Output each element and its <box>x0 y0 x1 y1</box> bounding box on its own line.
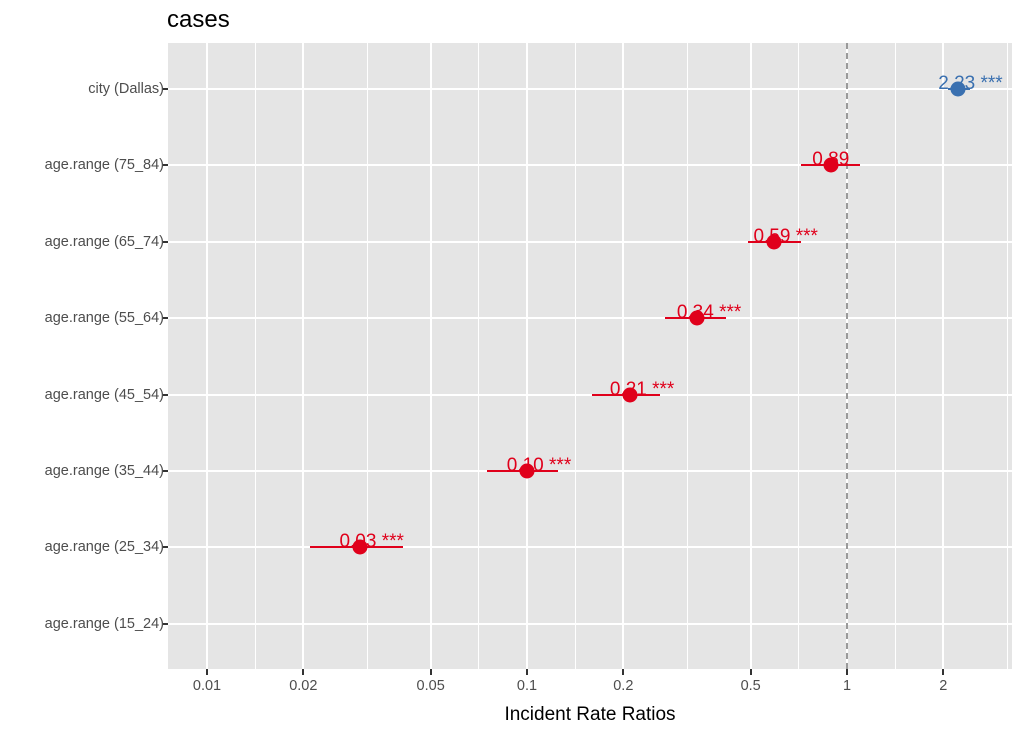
row-gridline <box>168 622 1012 625</box>
x-tick-label: 1 <box>842 678 852 694</box>
estimate-label: 2.23 *** <box>938 73 1003 94</box>
x-axis-title: Incident Rate Ratios <box>504 704 676 725</box>
y-tick <box>162 88 168 90</box>
y-tick <box>162 546 168 549</box>
estimate-point <box>519 463 535 479</box>
y-tick-label: age.range (55_64) <box>44 310 164 327</box>
row-gridline <box>168 317 1012 320</box>
row-gridline <box>168 88 1012 90</box>
row-gridline <box>168 470 1012 472</box>
y-tick-label: age.range (15_24) <box>44 615 164 632</box>
minor-gridline <box>254 43 256 669</box>
row-gridline <box>168 546 1012 549</box>
minor-gridline <box>478 43 480 669</box>
estimate-label: 0.10 *** <box>506 455 572 476</box>
x-tick-label: 0.05 <box>416 678 445 694</box>
x-tick-label: 0.1 <box>516 678 538 694</box>
minor-gridline <box>574 43 576 669</box>
major-gridline <box>206 43 208 669</box>
estimate-point <box>823 157 839 173</box>
minor-gridline <box>798 43 800 669</box>
minor-gridline <box>686 43 688 669</box>
row-gridline <box>168 240 1012 243</box>
estimate-label: 0.89 <box>812 149 850 171</box>
major-gridline <box>429 43 432 669</box>
y-tick <box>162 393 168 396</box>
y-tick-label: age.range (35_44) <box>44 463 164 479</box>
estimate-point <box>352 539 368 555</box>
x-tick <box>622 669 625 675</box>
estimate-point <box>622 387 638 403</box>
minor-gridline <box>1006 43 1008 669</box>
estimate-point <box>950 81 966 97</box>
major-gridline <box>942 43 945 669</box>
x-tick <box>429 669 432 675</box>
estimate-point <box>766 234 782 250</box>
minor-gridline <box>894 43 896 669</box>
x-tick <box>846 669 848 675</box>
major-gridline <box>749 43 752 669</box>
x-tick-label: 0.01 <box>192 678 222 694</box>
y-tick <box>162 317 168 320</box>
major-gridline <box>526 43 528 669</box>
x-tick-label: 2 <box>939 678 948 694</box>
reference-line <box>846 43 848 669</box>
y-tick <box>162 240 168 243</box>
chart-title: cases <box>167 6 230 33</box>
x-tick <box>749 669 752 675</box>
row-gridline <box>168 164 1012 167</box>
y-tick-label: age.range (25_34) <box>44 539 164 556</box>
y-tick-label: city (Dallas) <box>88 81 164 97</box>
y-tick-label: age.range (65_74) <box>44 233 164 250</box>
x-tick <box>942 669 945 675</box>
estimate-label: 0.34 *** <box>676 302 742 324</box>
x-tick <box>206 669 208 675</box>
x-tick-label: 0.2 <box>613 678 634 694</box>
estimate-point <box>689 310 705 326</box>
y-tick-label: age.range (45_54) <box>44 386 164 403</box>
x-tick <box>526 669 528 675</box>
estimate-label: 0.21 *** <box>609 378 675 400</box>
x-tick <box>302 669 305 675</box>
major-gridline <box>302 43 305 669</box>
y-tick-label: age.range (75_84) <box>44 157 164 174</box>
y-tick <box>162 470 168 472</box>
major-gridline <box>622 43 625 669</box>
y-tick <box>162 164 168 167</box>
plot-panel: 2.23 *** 0.89 0.59 *** 0.34 *** 0.21 *** 0.10… <box>168 43 1012 669</box>
x-tick-label: 0.5 <box>740 678 761 694</box>
x-tick-label: 0.02 <box>289 678 318 694</box>
estimate-label: 0.03 *** <box>339 531 404 553</box>
y-tick <box>162 622 168 625</box>
minor-gridline <box>366 43 368 669</box>
row-gridline <box>168 393 1012 396</box>
estimate-label: 0.59 *** <box>753 225 818 247</box>
